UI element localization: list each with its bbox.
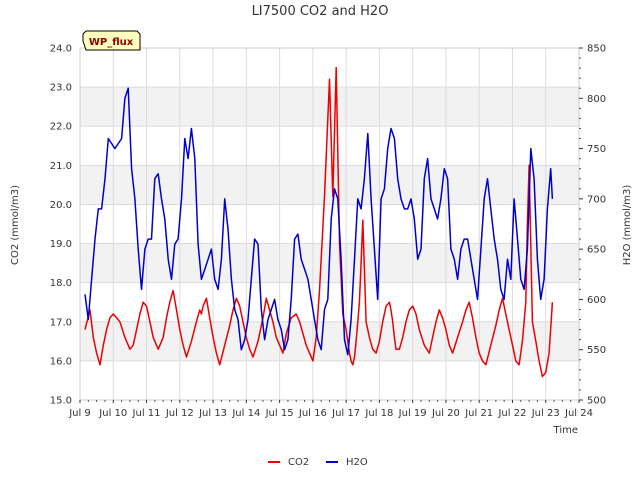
x-tick-label: Jul 10 (98, 408, 127, 419)
y-right-tick-label: 500 (587, 396, 606, 407)
y-right-tick-label: 750 (587, 144, 606, 155)
x-axis-label: Time (553, 425, 578, 436)
y-left-tick-label: 20.0 (50, 200, 72, 211)
y-left-tick-label: 19.0 (50, 239, 72, 250)
y-right-tick-label: 700 (587, 194, 606, 205)
x-tick-label: Jul 22 (497, 408, 526, 419)
y-left-tick-label: 17.0 (50, 317, 72, 328)
legend-label-co2: CO2 (288, 457, 309, 468)
x-tick-label: Jul 11 (132, 408, 161, 419)
y-left-tick-label: 16.0 (50, 356, 72, 367)
legend-label-h2o: H2O (346, 457, 368, 468)
y-left-tick-label: 21.0 (50, 161, 72, 172)
y-left-label: CO2 (mmol/m3) (10, 185, 21, 265)
x-tick-label: Jul 13 (198, 408, 227, 419)
x-tick-label: Jul 24 (564, 408, 593, 419)
chart-title: LI7500 CO2 and H2O (252, 4, 389, 19)
x-tick-label: Jul 14 (231, 408, 260, 419)
x-tick-label: Jul 12 (165, 408, 194, 419)
y-left-tick-label: 24.0 (50, 44, 72, 55)
x-tick-label: Jul 15 (265, 408, 294, 419)
legend: CO2 H2O (268, 457, 368, 468)
y-left-tick-label: 18.0 (50, 278, 72, 289)
x-tick-label: Jul 17 (331, 408, 360, 419)
x-tick-label: Jul 20 (431, 408, 460, 419)
y-left-tick-label: 22.0 (50, 122, 72, 133)
plot-band (80, 165, 579, 205)
right-axis: 500 550 600 650 700 750 800 850 (579, 44, 606, 407)
x-tick-label: Jul 19 (398, 408, 427, 419)
x-tick-label: Jul 21 (464, 408, 493, 419)
series-line-co2 (84, 66, 554, 378)
y-right-label: H2O (mmol/m3) (622, 185, 633, 266)
y-left-tick-label: 23.0 (50, 83, 72, 94)
x-tick-label: Jul 23 (531, 408, 560, 419)
y-right-tick-label: 650 (587, 245, 606, 256)
y-right-tick-label: 800 (587, 94, 606, 105)
y-left-tick-label: 15.0 (50, 396, 72, 407)
site-badge-label: WP_flux (89, 37, 134, 48)
y-right-tick-label: 600 (587, 295, 606, 306)
x-axis: Jul 9 Jul 10 Jul 11 Jul 12 Jul 13 Jul 14 Jul 1… (68, 400, 593, 419)
plot-bands (80, 87, 579, 361)
x-tick-label: Jul 18 (364, 408, 393, 419)
y-right-tick-label: 850 (587, 44, 606, 55)
series-lines (84, 66, 554, 378)
series-line-h2o (84, 87, 554, 356)
x-tick-label: Jul 9 (68, 408, 91, 419)
site-badge: WP_flux (82, 30, 141, 51)
x-tick-label: Jul 16 (298, 408, 327, 419)
y-right-tick-label: 550 (587, 345, 606, 356)
left-axis: 15.0 16.0 17.0 18.0 19.0 20.0 21.0 22.0 23.0 24.0 (50, 44, 72, 407)
site-badge-box (82, 30, 141, 51)
